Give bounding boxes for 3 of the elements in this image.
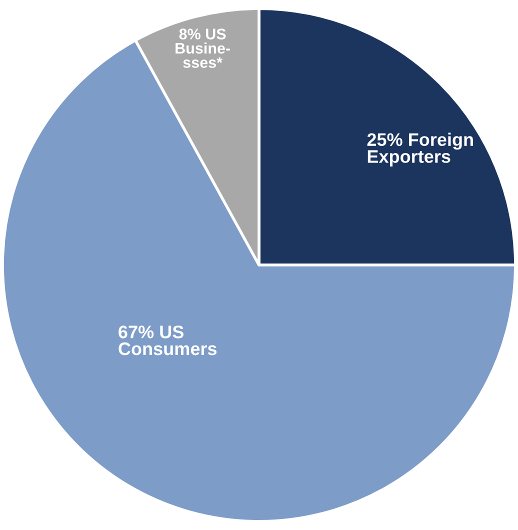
slice-label: 67% US Consumers [118,326,217,356]
slice-label: 25% Foreign Exporters [367,132,473,166]
slice-label: 8% US Busine- sses* [176,28,230,68]
